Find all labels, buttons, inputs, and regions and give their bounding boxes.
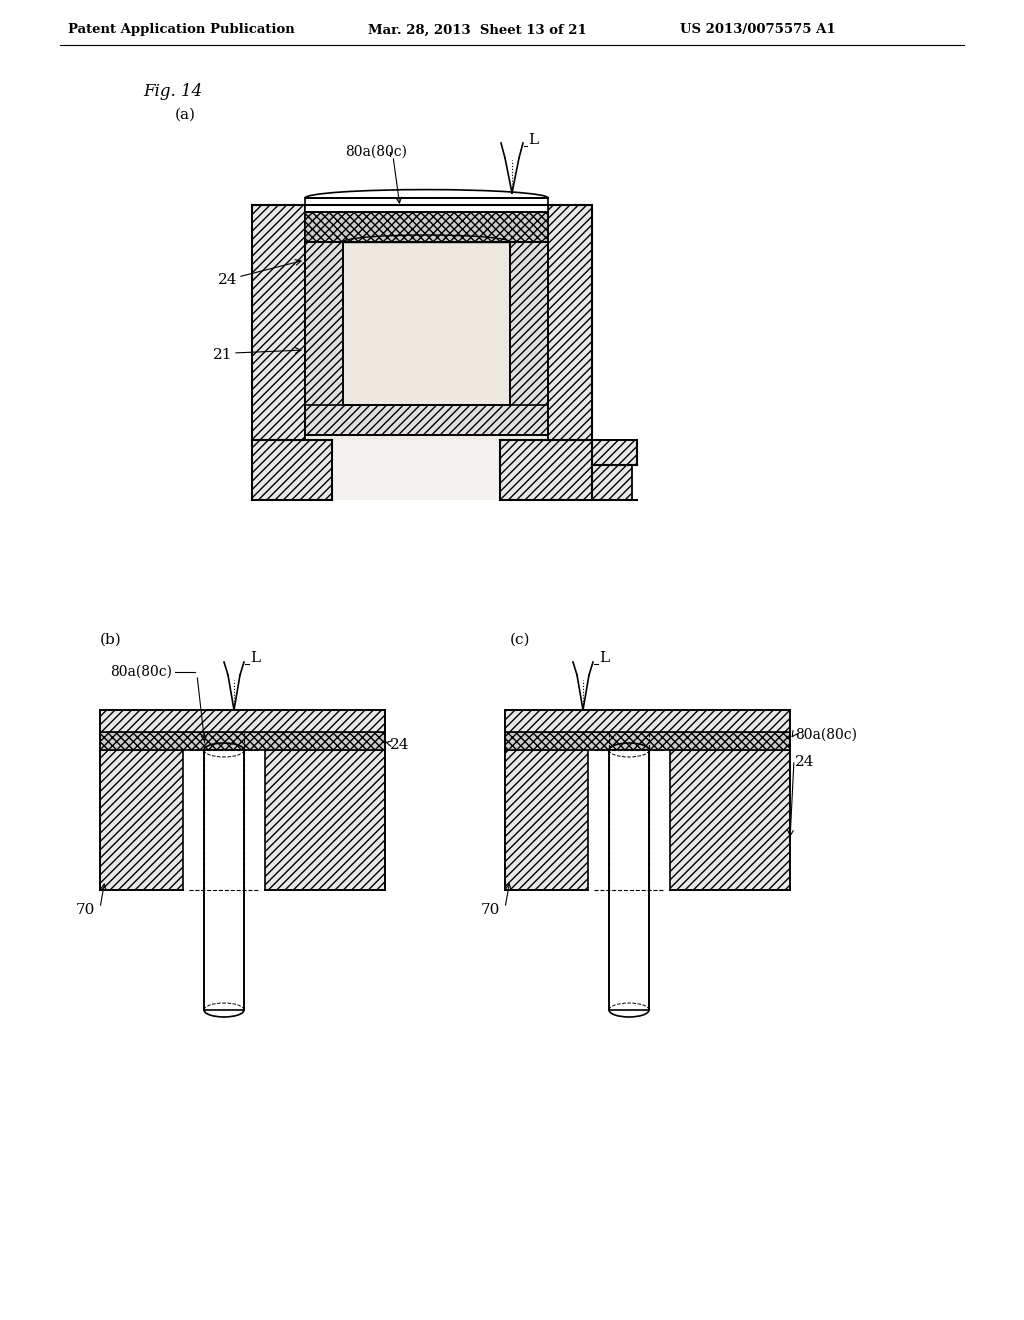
Bar bbox=[100, 750, 183, 890]
Bar bbox=[252, 440, 332, 500]
Bar bbox=[100, 710, 385, 733]
Bar bbox=[548, 205, 592, 500]
Text: 70: 70 bbox=[76, 903, 95, 917]
Bar bbox=[592, 440, 637, 465]
Bar bbox=[505, 710, 790, 733]
Bar bbox=[510, 242, 548, 436]
Bar bbox=[505, 733, 790, 750]
Text: 24: 24 bbox=[795, 755, 814, 770]
Text: Mar. 28, 2013  Sheet 13 of 21: Mar. 28, 2013 Sheet 13 of 21 bbox=[368, 24, 587, 37]
Bar bbox=[252, 205, 305, 500]
Bar bbox=[100, 733, 385, 750]
Text: 24: 24 bbox=[390, 738, 410, 752]
Bar bbox=[305, 213, 548, 242]
Text: 21: 21 bbox=[213, 348, 232, 362]
Bar bbox=[305, 405, 548, 436]
Text: L: L bbox=[599, 651, 609, 665]
Bar bbox=[305, 235, 548, 440]
Text: 80a(80c): 80a(80c) bbox=[795, 729, 857, 742]
Bar bbox=[204, 750, 244, 1010]
Bar bbox=[670, 750, 790, 890]
Bar bbox=[305, 198, 548, 213]
Bar bbox=[265, 750, 385, 890]
Bar bbox=[609, 750, 649, 1010]
Bar bbox=[252, 205, 592, 500]
Bar bbox=[505, 750, 588, 890]
Bar bbox=[500, 440, 632, 500]
Bar bbox=[343, 242, 510, 405]
Text: (a): (a) bbox=[175, 108, 196, 121]
Text: L: L bbox=[528, 133, 539, 147]
Text: (b): (b) bbox=[100, 634, 122, 647]
Text: L: L bbox=[250, 651, 260, 665]
Text: (c): (c) bbox=[510, 634, 530, 647]
Text: 80a(80c): 80a(80c) bbox=[110, 665, 172, 678]
Bar bbox=[305, 242, 343, 436]
Text: Fig. 14: Fig. 14 bbox=[143, 83, 203, 100]
Text: Patent Application Publication: Patent Application Publication bbox=[68, 24, 295, 37]
Text: US 2013/0075575 A1: US 2013/0075575 A1 bbox=[680, 24, 836, 37]
Text: 24: 24 bbox=[218, 273, 238, 286]
Text: 70: 70 bbox=[480, 903, 500, 917]
Text: 80a(80c): 80a(80c) bbox=[345, 145, 407, 158]
